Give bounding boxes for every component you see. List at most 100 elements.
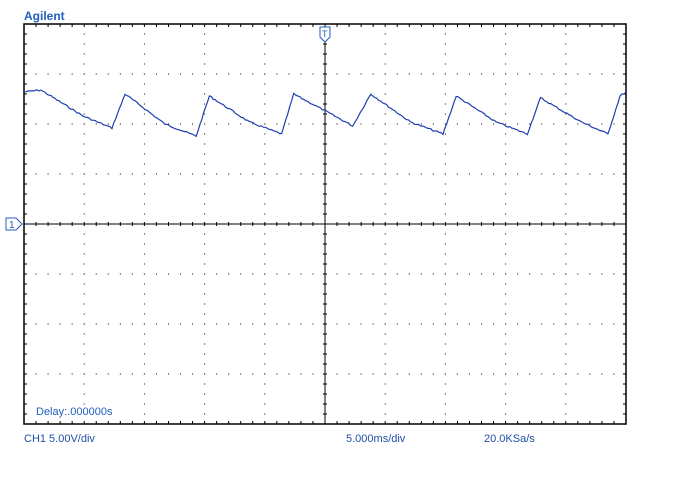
grid-dot <box>204 133 206 135</box>
grid-dot <box>204 273 206 275</box>
grid-dot <box>565 123 567 125</box>
grid-dot <box>264 53 266 55</box>
grid-dot <box>83 93 85 95</box>
grid-dot <box>204 103 206 105</box>
grid-dot <box>529 323 531 325</box>
grid-dot <box>565 353 567 355</box>
grid-dot <box>372 73 374 75</box>
grid-dot <box>83 323 85 325</box>
grid-dot <box>384 243 386 245</box>
grid-dot <box>444 33 446 35</box>
grid-dot <box>264 103 266 105</box>
grid-dot <box>216 123 218 125</box>
grid-dot <box>216 323 218 325</box>
grid-dot <box>288 123 290 125</box>
grid-dot <box>565 43 567 45</box>
grid-dot <box>143 203 145 205</box>
grid-dot <box>505 193 507 195</box>
grid-dot <box>83 133 85 135</box>
grid-dot <box>432 123 434 125</box>
channel-1-marker: 1 <box>5 217 23 231</box>
grid-dot <box>83 283 85 285</box>
grid-dot <box>143 373 145 375</box>
grid-dot <box>601 273 603 275</box>
grid-dot <box>384 283 386 285</box>
grid-dot <box>565 143 567 145</box>
grid-dot <box>444 413 446 415</box>
grid-dot <box>444 163 446 165</box>
grid-dot <box>180 373 182 375</box>
grid-dot <box>601 173 603 175</box>
grid-dot <box>517 173 519 175</box>
grid-dot <box>529 273 531 275</box>
grid-dot <box>613 373 615 375</box>
grid-dot <box>204 373 206 375</box>
grid-dot <box>336 323 338 325</box>
grid-dot <box>71 73 73 75</box>
grid-dot <box>204 383 206 385</box>
grid-dot <box>143 243 145 245</box>
grid-dot <box>180 73 182 75</box>
grid-dot <box>577 173 579 175</box>
grid-dot <box>360 323 362 325</box>
grid-dot <box>505 333 507 335</box>
grid-dot <box>83 163 85 165</box>
grid-dot <box>565 333 567 335</box>
grid-dot <box>565 313 567 315</box>
grid-dot <box>468 323 470 325</box>
grid-dot <box>456 273 458 275</box>
grid-dot <box>143 63 145 65</box>
grid-dot <box>264 293 266 295</box>
grid-dot <box>565 233 567 235</box>
grid-dot <box>517 123 519 125</box>
grid-dot <box>396 73 398 75</box>
grid-dot <box>264 183 266 185</box>
grid-dot <box>204 153 206 155</box>
grid-dot <box>288 173 290 175</box>
grid-dot <box>565 413 567 415</box>
grid-dot <box>155 323 157 325</box>
grid-dot <box>529 123 531 125</box>
grid-dot <box>143 393 145 395</box>
grid-dot <box>505 363 507 365</box>
grid-dot <box>505 413 507 415</box>
grid-dot <box>83 153 85 155</box>
grid-dot <box>505 133 507 135</box>
grid-dot <box>348 373 350 375</box>
grid-dot <box>47 123 49 125</box>
grid-dot <box>384 333 386 335</box>
grid-dot <box>553 123 555 125</box>
grid-dot <box>505 33 507 35</box>
grid-dot <box>396 323 398 325</box>
grid-dot <box>505 143 507 145</box>
grid-dot <box>420 373 422 375</box>
grid-dot <box>71 373 73 375</box>
grid-dot <box>408 173 410 175</box>
grid-dot <box>408 323 410 325</box>
grid-dot <box>240 173 242 175</box>
grid-dot <box>589 323 591 325</box>
grid-dot <box>216 73 218 75</box>
grid-dot <box>420 273 422 275</box>
grid-dot <box>565 193 567 195</box>
grid-dot <box>408 123 410 125</box>
grid-dot <box>589 373 591 375</box>
grid-dot <box>155 273 157 275</box>
grid-dot <box>264 173 266 175</box>
grid-dot <box>420 173 422 175</box>
grid-dot <box>384 53 386 55</box>
grid-dot <box>384 153 386 155</box>
grid-dot <box>505 63 507 65</box>
grid-dot <box>119 323 121 325</box>
grid-dot <box>384 163 386 165</box>
grid-dot <box>264 83 266 85</box>
grid-dot <box>565 133 567 135</box>
grid-dot <box>444 193 446 195</box>
grid-dot <box>577 73 579 75</box>
grid-dot <box>180 273 182 275</box>
grid-dot <box>204 83 206 85</box>
grid-dot <box>95 123 97 125</box>
grid-dot <box>264 123 266 125</box>
grid-dot <box>444 183 446 185</box>
grid-dot <box>553 273 555 275</box>
